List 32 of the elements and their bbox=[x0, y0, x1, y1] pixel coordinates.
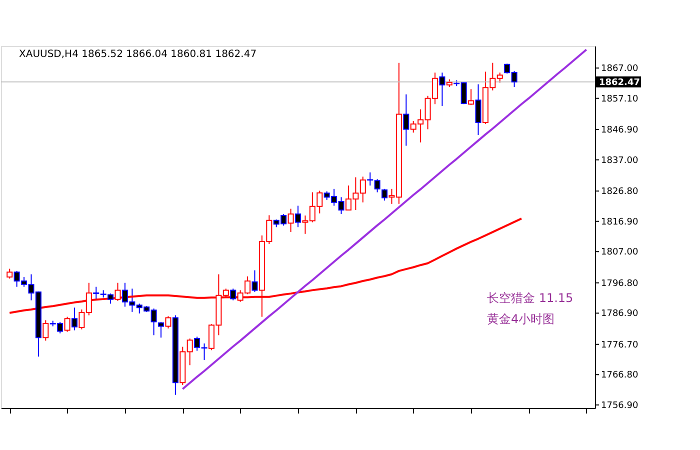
candlestick bbox=[295, 205, 301, 228]
y-tick-label: 1826.80 bbox=[601, 187, 638, 198]
y-tick-label: 1846.90 bbox=[601, 126, 638, 136]
annotation: 黄金4小时图 bbox=[487, 312, 555, 326]
candlestick bbox=[158, 322, 164, 338]
chart-title: XAUUSD,H4 1865.52 1866.04 1860.81 1862.47 bbox=[19, 49, 257, 60]
candlestick bbox=[64, 316, 70, 332]
candlestick bbox=[288, 208, 294, 233]
candlestick bbox=[165, 316, 172, 329]
candlestick bbox=[468, 88, 474, 106]
candlestick bbox=[42, 320, 49, 342]
candlestick bbox=[252, 270, 258, 293]
y-tick-label: 1776.70 bbox=[601, 340, 638, 350]
candlestick bbox=[439, 72, 446, 106]
y-tick-label: 1816.90 bbox=[601, 217, 638, 228]
candlestick bbox=[114, 282, 121, 302]
candlestick bbox=[71, 307, 78, 331]
y-tick-label: 1867.00 bbox=[601, 64, 638, 74]
candlestick bbox=[230, 288, 236, 301]
ref-line-label: 1862.47 bbox=[599, 78, 640, 88]
candlestick bbox=[403, 94, 410, 146]
candlestick bbox=[475, 84, 482, 136]
y-tick-label: 1766.80 bbox=[601, 370, 638, 381]
y-tick-label: 1756.90 bbox=[601, 400, 638, 411]
y-tick-label: 1857.10 bbox=[601, 94, 638, 104]
candlestick bbox=[382, 188, 388, 202]
annotation: 长空猎金 11.15 bbox=[487, 291, 574, 305]
y-tick-label: 1807.00 bbox=[601, 248, 638, 258]
y-tick-label: 1786.90 bbox=[601, 309, 638, 320]
y-tick-label: 1796.80 bbox=[601, 278, 638, 289]
y-tick-label: 1837.00 bbox=[601, 156, 638, 166]
candlestick bbox=[6, 268, 13, 280]
